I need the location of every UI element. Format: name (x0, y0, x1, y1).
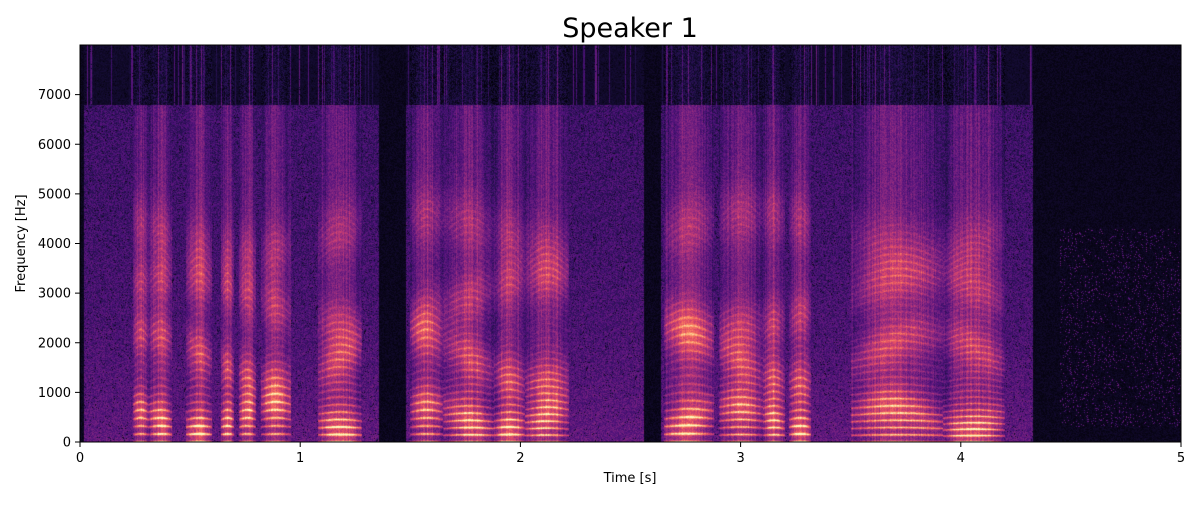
y-tick-label: 2000 (38, 336, 71, 351)
x-tick-label: 4 (957, 451, 965, 466)
spectrogram-image (80, 45, 1181, 442)
y-tick-label: 5000 (38, 187, 71, 202)
y-axis: 0 1000 2000 3000 4000 5000 6000 7000 (38, 88, 80, 451)
y-tick-label: 1000 (38, 386, 71, 401)
x-axis-label: Time [s] (603, 471, 657, 486)
chart-title: Speaker 1 (562, 13, 698, 44)
x-tick-label: 0 (76, 451, 84, 466)
plot-area (79, 44, 1182, 443)
x-tick-label: 3 (736, 451, 744, 466)
y-tick-label: 3000 (38, 287, 71, 302)
y-tick-label: 0 (63, 436, 71, 451)
x-tick-label: 2 (516, 451, 524, 466)
x-axis: 0 1 2 3 4 5 (76, 442, 1185, 466)
y-tick-label: 7000 (38, 88, 71, 103)
y-axis-label: Frequency [Hz] (14, 194, 29, 292)
x-tick-label: 5 (1177, 451, 1185, 466)
y-tick-label: 6000 (38, 138, 71, 153)
y-tick-label: 4000 (38, 237, 71, 252)
x-tick-label: 1 (296, 451, 304, 466)
spectrogram-canvas (80, 45, 1181, 442)
